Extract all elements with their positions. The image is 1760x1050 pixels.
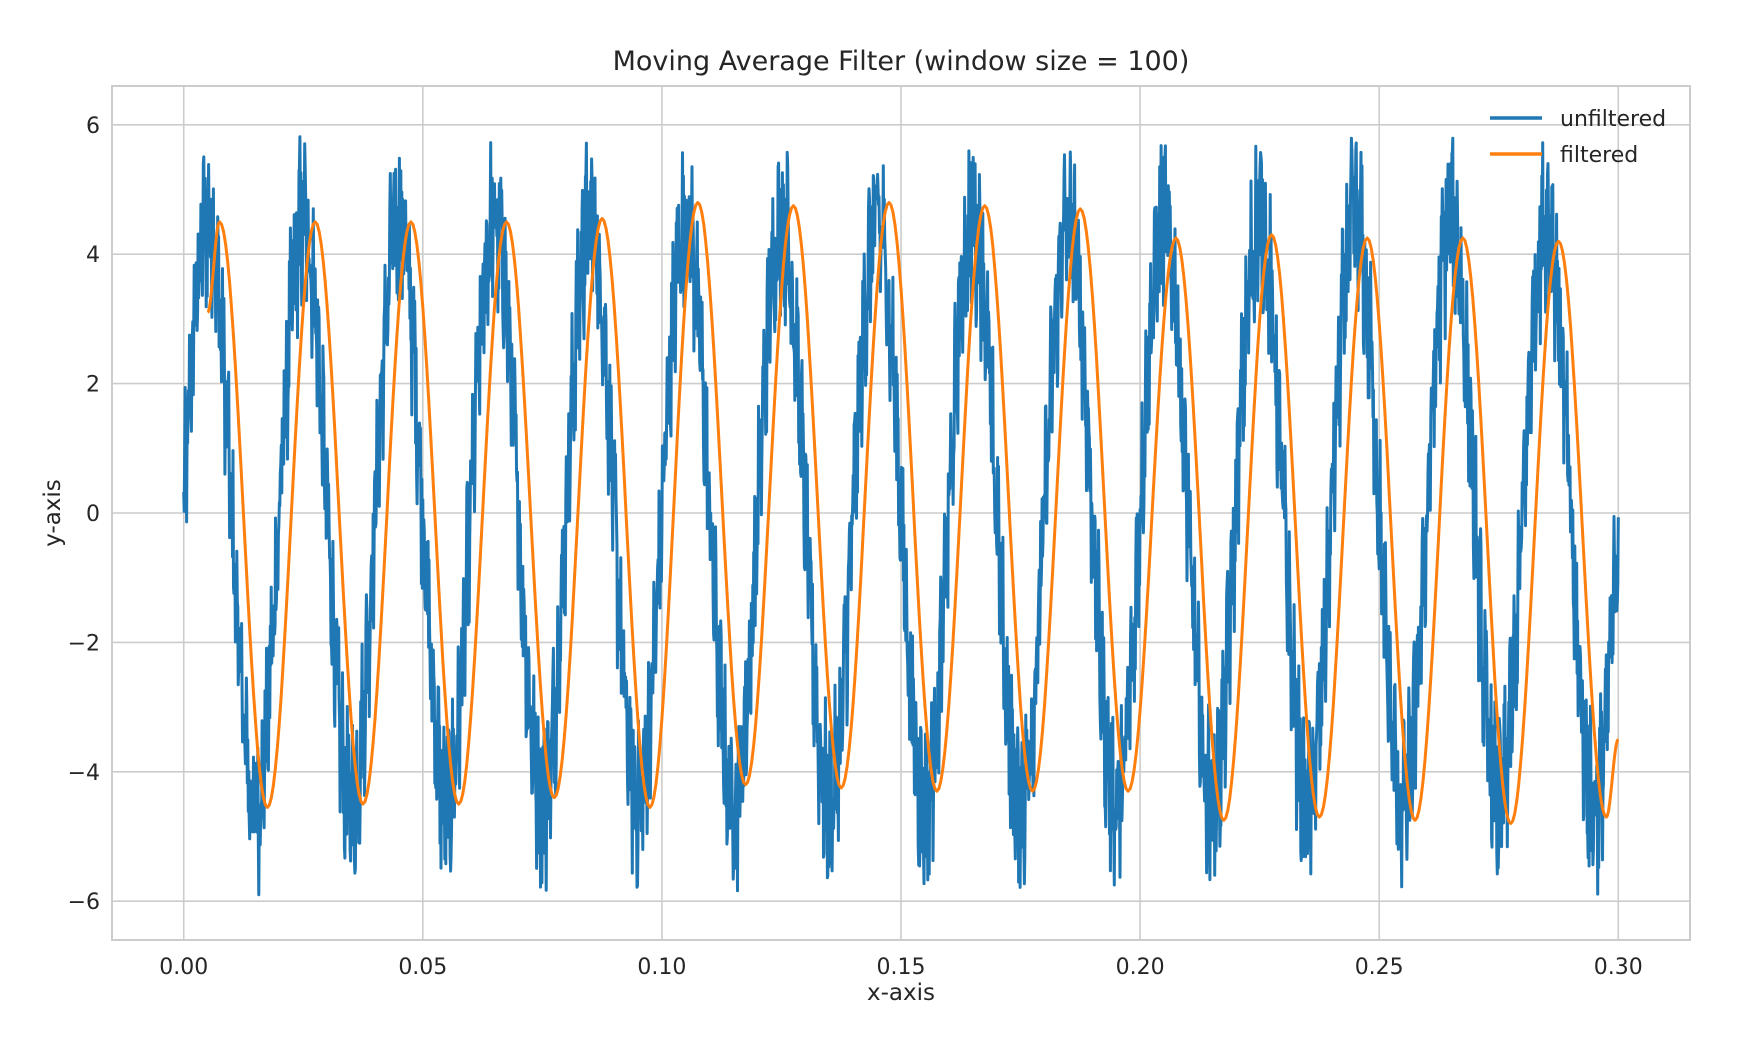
x-axis-label: x-axis <box>867 980 935 1006</box>
series-unfiltered-line <box>182 135 1620 897</box>
y-tick-label: 4 <box>86 243 100 268</box>
y-tick-label: −4 <box>68 761 100 786</box>
series-layer <box>182 135 1620 897</box>
plot-frame <box>111 85 1691 941</box>
y-tick-label: −6 <box>68 890 100 915</box>
chart-title: Moving Average Filter (window size = 100… <box>613 46 1190 77</box>
y-tick-label: 2 <box>86 373 100 398</box>
y-tick-label: 6 <box>86 114 100 139</box>
x-tick-label: 0.05 <box>398 955 447 980</box>
x-tick-label: 0.25 <box>1355 955 1404 980</box>
y-tick-label: 0 <box>86 502 100 527</box>
y-tick-label: −2 <box>68 631 100 656</box>
x-tick-label: 0.30 <box>1594 955 1643 980</box>
legend: unfiltered filtered <box>1490 107 1666 168</box>
x-tick-label: 0.20 <box>1116 955 1165 980</box>
x-tick-label: 0.15 <box>877 955 926 980</box>
y-axis-label: y-axis <box>40 479 66 547</box>
tick-labels: 0.00 0.05 0.10 0.15 0.20 0.25 0.30 −6 −4 −2 0 2 4 6 <box>68 114 1643 980</box>
x-tick-label: 0.10 <box>637 955 686 980</box>
legend-label-unfiltered: unfiltered <box>1560 107 1666 132</box>
legend-label-filtered: filtered <box>1560 143 1638 168</box>
x-tick-label: 0.00 <box>159 955 208 980</box>
series-filtered-line <box>206 201 1620 825</box>
